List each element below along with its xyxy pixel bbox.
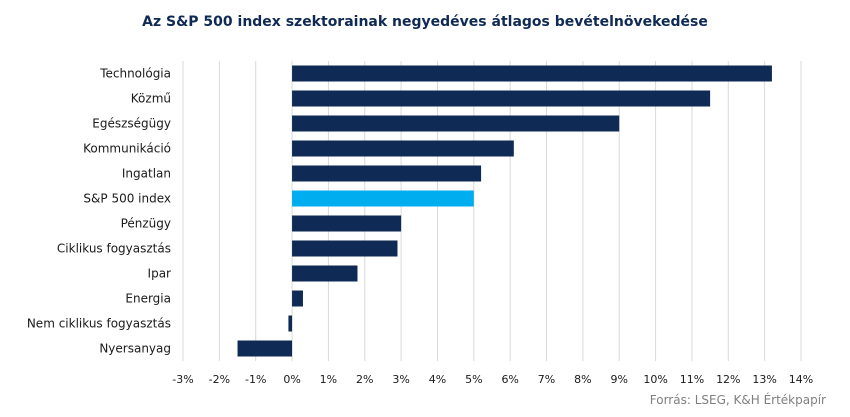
x-tick-label: 5% (465, 373, 482, 386)
bar (292, 215, 402, 232)
x-tick-label: 6% (501, 373, 518, 386)
x-tick-label: -2% (209, 373, 230, 386)
category-label: Nyersanyag (99, 342, 171, 356)
category-label: Ingatlan (122, 167, 171, 181)
category-label: Pénzügy (121, 217, 171, 231)
source-note: Forrás: LSEG, K&H Értékpapír (649, 393, 826, 407)
x-tick-label: -3% (172, 373, 193, 386)
chart-title: Az S&P 500 index szektorainak negyedéves… (142, 14, 708, 30)
bar (292, 240, 398, 257)
category-label: Technológia (99, 67, 171, 81)
bar (237, 340, 293, 357)
category-label: Nem ciklikus fogyasztás (27, 317, 171, 331)
category-label: Ipar (148, 267, 172, 281)
x-tick-label: 13% (752, 373, 776, 386)
x-tick-label: 14% (789, 373, 813, 386)
category-label: S&P 500 index (83, 192, 171, 206)
bar (292, 140, 514, 157)
x-tick-label: 8% (574, 373, 591, 386)
category-label: Kommunikáció (83, 142, 171, 156)
x-tick-label: 11% (680, 373, 704, 386)
x-tick-label: 12% (716, 373, 740, 386)
category-label: Egészségügy (92, 117, 171, 131)
bar (292, 90, 711, 107)
x-tick-label: -1% (245, 373, 266, 386)
x-tick-label: 9% (611, 373, 628, 386)
bar (292, 265, 358, 282)
bar (292, 165, 482, 182)
x-tick-label: 7% (538, 373, 555, 386)
category-label: Közmű (131, 92, 171, 106)
category-label: Ciklikus fogyasztás (57, 242, 171, 256)
bar (292, 115, 620, 132)
bar (292, 190, 474, 207)
bar (292, 290, 303, 307)
bar (288, 315, 293, 332)
x-tick-label: 1% (320, 373, 337, 386)
category-label: Energia (125, 292, 171, 306)
x-tick-label: 4% (429, 373, 446, 386)
bar (292, 65, 772, 82)
x-tick-label: 10% (643, 373, 667, 386)
x-tick-label: 2% (356, 373, 373, 386)
x-tick-label: 3% (392, 373, 409, 386)
x-tick-label: 0% (283, 373, 300, 386)
